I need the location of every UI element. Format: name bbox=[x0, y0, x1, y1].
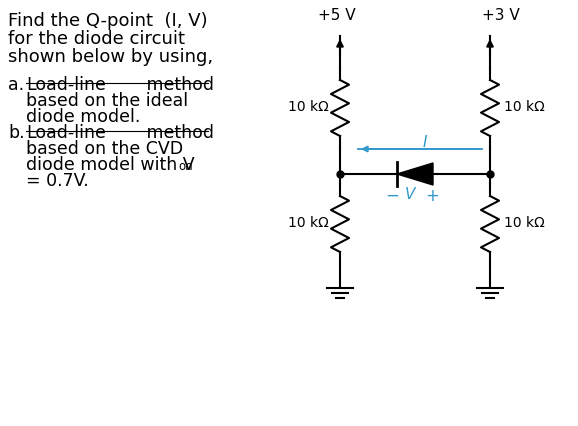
Text: Find the Q-point  (I, V): Find the Q-point (I, V) bbox=[8, 12, 208, 30]
Text: based on the ideal: based on the ideal bbox=[26, 92, 188, 110]
Text: diode model.: diode model. bbox=[26, 108, 140, 126]
Text: 10 kΩ: 10 kΩ bbox=[504, 216, 544, 230]
Text: 10 kΩ: 10 kΩ bbox=[504, 100, 544, 114]
Text: method: method bbox=[108, 124, 214, 142]
Text: b.: b. bbox=[8, 124, 25, 142]
Text: −: − bbox=[385, 187, 399, 205]
Text: shown below by using,: shown below by using, bbox=[8, 48, 213, 66]
Text: Load-line: Load-line bbox=[26, 124, 106, 142]
Polygon shape bbox=[397, 163, 433, 185]
Text: +5 V: +5 V bbox=[318, 8, 355, 23]
Text: I: I bbox=[423, 135, 428, 150]
Text: 10 kΩ: 10 kΩ bbox=[288, 216, 329, 230]
Text: diode model with V: diode model with V bbox=[26, 156, 195, 174]
Text: method: method bbox=[108, 76, 214, 94]
Text: V: V bbox=[405, 187, 416, 202]
Text: for the diode circuit: for the diode circuit bbox=[8, 30, 185, 48]
Text: = 0.7V.: = 0.7V. bbox=[26, 172, 89, 190]
Text: +3 V: +3 V bbox=[482, 8, 520, 23]
Text: Load-line: Load-line bbox=[26, 76, 106, 94]
Text: on: on bbox=[178, 160, 192, 173]
Text: +: + bbox=[425, 187, 439, 205]
Text: based on the CVD: based on the CVD bbox=[26, 140, 183, 158]
Text: a.: a. bbox=[8, 76, 24, 94]
Text: 10 kΩ: 10 kΩ bbox=[288, 100, 329, 114]
